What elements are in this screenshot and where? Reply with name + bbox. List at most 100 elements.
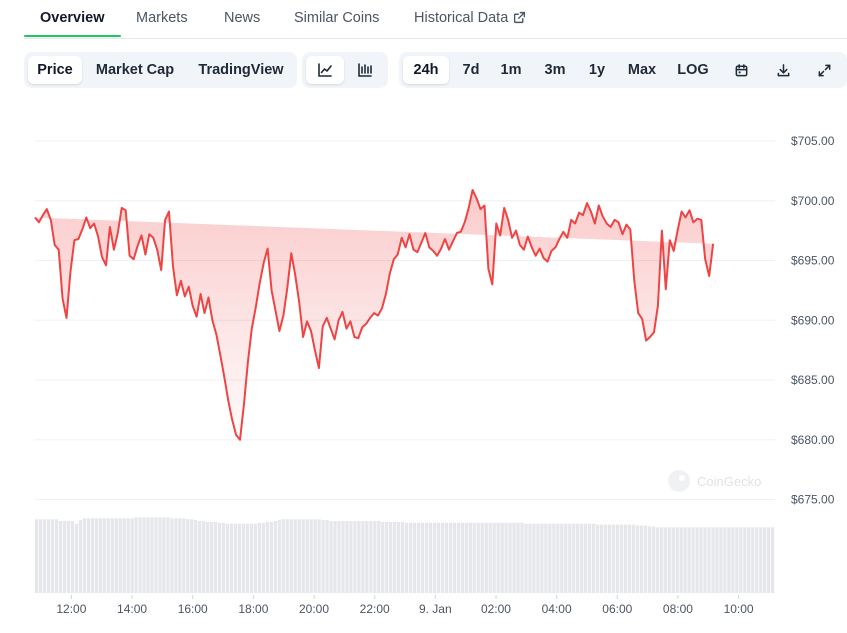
volume-bar bbox=[452, 522, 457, 593]
x-tick-label: 18:00 bbox=[238, 602, 268, 616]
volume-bar bbox=[723, 527, 727, 593]
range-max-button[interactable]: Max bbox=[627, 62, 657, 78]
range-1y-button[interactable]: 1y bbox=[588, 62, 606, 78]
volume-bar bbox=[639, 525, 644, 593]
volume-bar bbox=[221, 522, 226, 593]
coingecko-logo-icon bbox=[668, 470, 690, 492]
y-axis-labels: $705.00 $700.00 $695.00 $690.00 $685.00 $680.… bbox=[791, 134, 835, 507]
volume-bar bbox=[309, 519, 313, 593]
volume-bar bbox=[647, 526, 651, 593]
volume-bar bbox=[241, 523, 246, 593]
volume-bar bbox=[544, 523, 548, 593]
range-24h-button[interactable]: 24h bbox=[403, 56, 449, 84]
volume-bar bbox=[297, 519, 301, 593]
volume-bar bbox=[464, 522, 468, 593]
volume-bar bbox=[584, 523, 588, 593]
volume-bar bbox=[110, 518, 114, 593]
volume-bar bbox=[206, 521, 210, 593]
volume-bar bbox=[679, 527, 683, 593]
download-button[interactable] bbox=[764, 56, 802, 84]
volume-bar bbox=[524, 523, 528, 593]
tab-overview[interactable]: Overview bbox=[40, 10, 105, 26]
coingecko-watermark: CoinGecko bbox=[668, 470, 761, 492]
volume-bar bbox=[106, 518, 110, 593]
volume-bar bbox=[755, 527, 759, 593]
volume-bar bbox=[619, 524, 624, 593]
volume-bar bbox=[82, 518, 87, 593]
y-tick-label: $705.00 bbox=[791, 134, 835, 148]
volume-bar bbox=[50, 519, 55, 593]
volume-bar bbox=[214, 521, 218, 593]
volume-bar bbox=[345, 521, 349, 593]
range-7d-button[interactable]: 7d bbox=[462, 62, 480, 78]
x-tick-label: 20:00 bbox=[299, 602, 329, 616]
volume-bar bbox=[245, 523, 250, 593]
log-scale-button[interactable]: LOG bbox=[677, 62, 709, 78]
volume-bar bbox=[675, 527, 679, 593]
volume-bar bbox=[357, 521, 361, 593]
x-axis-labels: 12:00 14:00 16:00 18:00 20:00 22:00 9. Jan 02:0… bbox=[56, 595, 754, 616]
x-tick-label: 02:00 bbox=[481, 602, 511, 616]
volume-bar bbox=[166, 517, 170, 593]
volume-bar bbox=[42, 519, 47, 593]
volume-bar bbox=[393, 521, 397, 593]
date-range-button[interactable] bbox=[722, 56, 760, 84]
range-1m-button[interactable]: 1m bbox=[500, 62, 522, 78]
candlestick-chart-button[interactable] bbox=[346, 56, 384, 84]
volume-bar bbox=[484, 522, 488, 593]
volume-bar bbox=[405, 522, 409, 593]
chart-gridlines bbox=[35, 140, 775, 500]
volume-bar bbox=[408, 522, 413, 593]
volume-bar bbox=[516, 522, 520, 593]
tab-historical-data[interactable]: Historical Data bbox=[414, 10, 526, 26]
line-chart-icon bbox=[318, 63, 332, 77]
volume-bar bbox=[186, 519, 190, 593]
volume-bar bbox=[285, 519, 289, 593]
x-tick-label: 10:00 bbox=[724, 602, 754, 616]
volume-bar bbox=[480, 522, 484, 593]
volume-bar bbox=[90, 518, 94, 593]
volume-bar bbox=[389, 521, 393, 593]
x-tick-label: 9. Jan bbox=[419, 602, 452, 616]
volume-bar bbox=[134, 517, 138, 593]
volume-bar bbox=[671, 527, 675, 593]
volume-bar bbox=[265, 521, 270, 593]
volume-bar bbox=[142, 517, 146, 593]
volume-bar bbox=[659, 527, 663, 593]
range-3m-button[interactable]: 3m bbox=[544, 62, 566, 78]
volume-bar bbox=[512, 522, 516, 593]
x-tick-label: 06:00 bbox=[602, 602, 632, 616]
volume-bar bbox=[591, 523, 596, 593]
tab-markets[interactable]: Markets bbox=[136, 10, 188, 26]
volume-bar bbox=[556, 523, 560, 593]
volume-bar bbox=[289, 519, 293, 593]
volume-bar bbox=[683, 527, 687, 593]
volume-bar bbox=[66, 521, 71, 593]
top-tabs: Overview Markets News Similar Coins Hist… bbox=[24, 0, 847, 39]
volume-bar bbox=[249, 523, 254, 593]
fullscreen-button[interactable] bbox=[805, 56, 843, 84]
volume-bars bbox=[35, 517, 775, 593]
volume-bar bbox=[536, 523, 540, 593]
fullscreen-icon bbox=[818, 64, 830, 76]
volume-bar bbox=[424, 522, 429, 593]
volume-bar bbox=[182, 518, 186, 593]
volume-bar bbox=[623, 524, 628, 593]
volume-bar bbox=[253, 523, 258, 593]
volume-bar bbox=[568, 523, 572, 593]
volume-bar bbox=[731, 527, 735, 593]
volume-bar bbox=[492, 522, 496, 593]
volume-bar bbox=[719, 527, 723, 593]
volume-bar bbox=[321, 520, 325, 593]
volume-bar bbox=[337, 521, 341, 593]
volume-bar bbox=[655, 527, 659, 593]
volume-bar bbox=[38, 519, 43, 593]
price-button[interactable]: Price bbox=[28, 56, 82, 84]
tab-similar-coins[interactable]: Similar Coins bbox=[294, 10, 380, 26]
tab-news[interactable]: News bbox=[224, 10, 261, 26]
line-chart-button[interactable] bbox=[306, 56, 344, 84]
market-cap-button[interactable]: Market Cap bbox=[95, 62, 175, 78]
tradingview-button[interactable]: TradingView bbox=[198, 62, 284, 78]
volume-bar bbox=[420, 522, 425, 593]
